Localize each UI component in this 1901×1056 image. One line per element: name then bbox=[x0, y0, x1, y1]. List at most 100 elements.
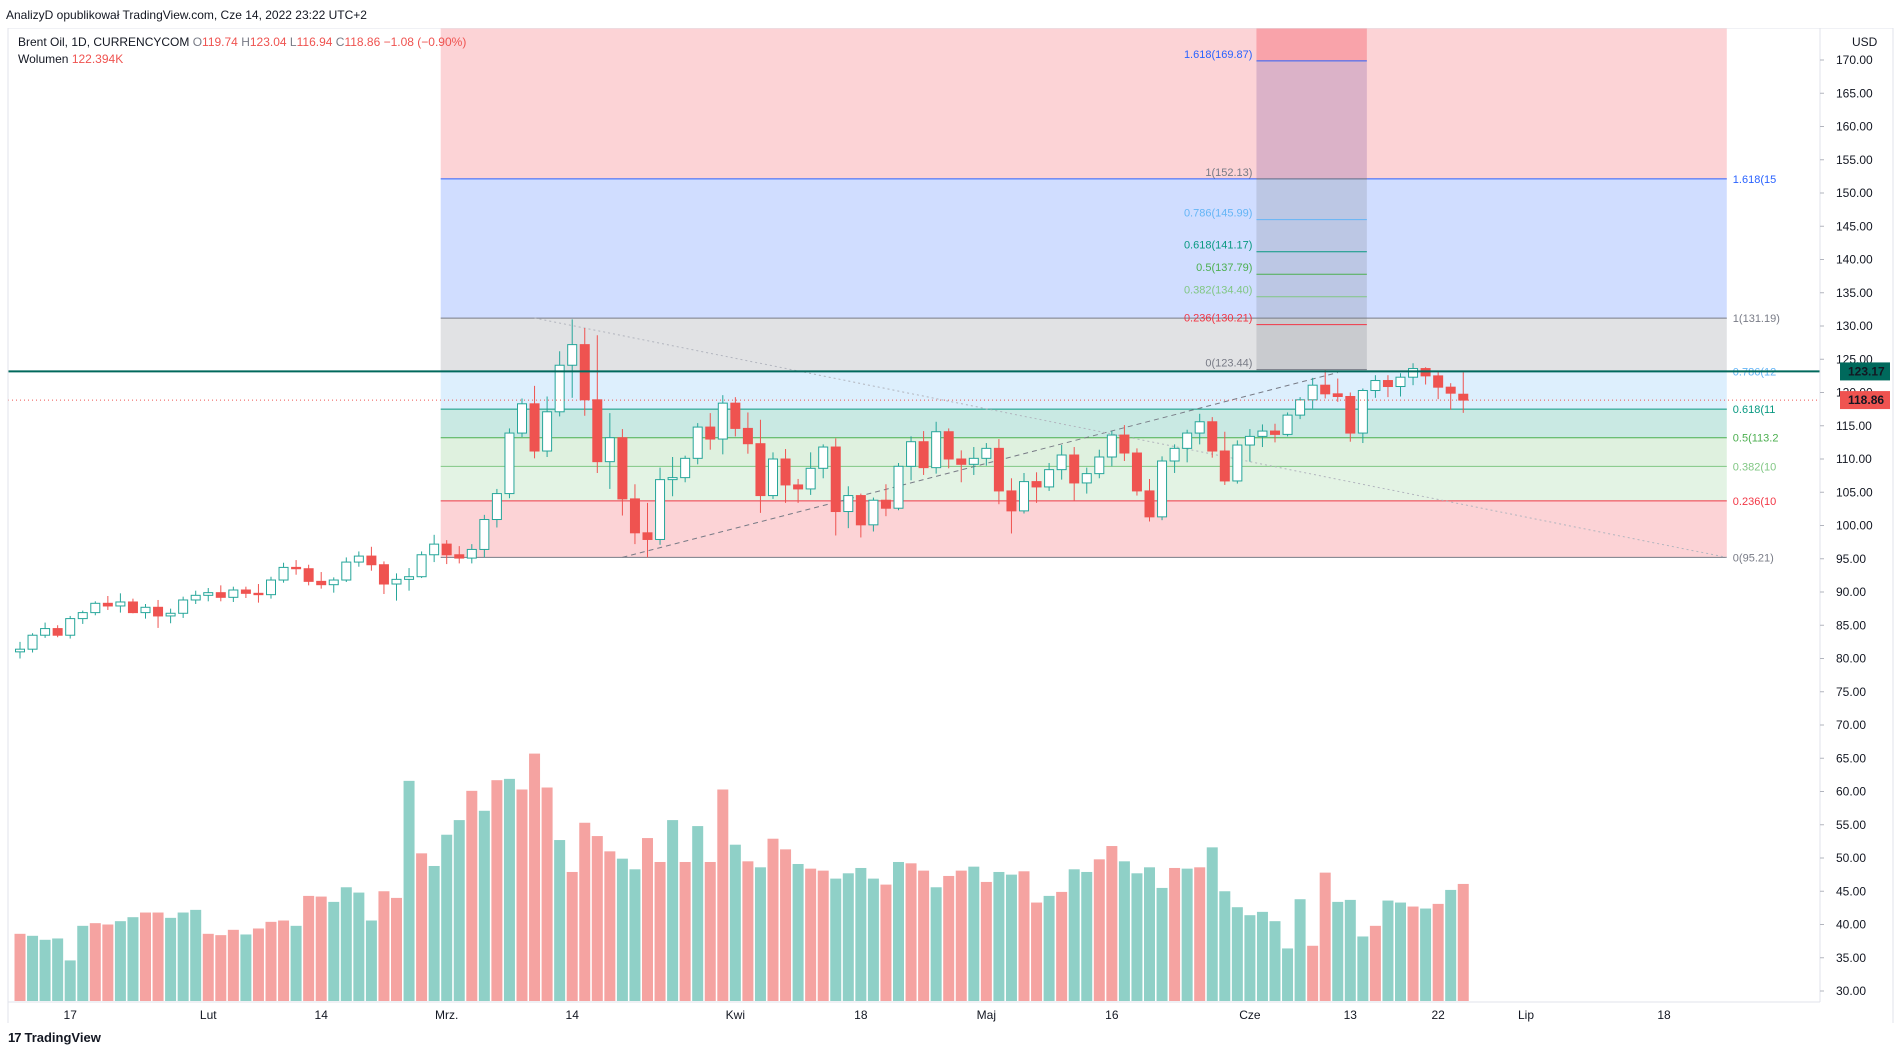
candle bbox=[1006, 478, 1017, 534]
candle-body bbox=[768, 458, 778, 497]
candle bbox=[1194, 413, 1205, 445]
candle bbox=[1157, 456, 1168, 521]
time-tick-label: 14 bbox=[315, 1008, 329, 1022]
volume-bar bbox=[478, 810, 490, 1001]
fib-ext-level-label: 0.236(130.21) bbox=[1184, 313, 1253, 325]
time-tick-label: 16 bbox=[1105, 1008, 1119, 1022]
candle bbox=[629, 484, 640, 545]
time-tick-label: 18 bbox=[854, 1008, 868, 1022]
candle-body bbox=[353, 555, 364, 563]
volume-bar bbox=[1144, 867, 1155, 1001]
candle-body bbox=[692, 426, 703, 459]
symbol-label[interactable]: Brent Oil, 1D, CURRENCYCOM bbox=[18, 35, 190, 49]
volume-bar bbox=[1219, 891, 1231, 1001]
candle-body bbox=[529, 403, 540, 452]
chart-legend: Brent Oil, 1D, CURRENCYCOM O119.74 H123.… bbox=[18, 34, 466, 68]
candle bbox=[956, 450, 967, 483]
candle-body bbox=[943, 431, 954, 460]
candle-body bbox=[102, 602, 113, 607]
candle-body bbox=[291, 566, 302, 570]
volume-bar bbox=[679, 861, 691, 1001]
candle bbox=[1019, 472, 1029, 514]
volume-bar bbox=[127, 917, 139, 1001]
candle-body bbox=[931, 431, 942, 469]
fib-retracement-left: 1.618(151(131.19)0.786(120.618(110.5(113… bbox=[440, 28, 1780, 564]
candle bbox=[291, 560, 302, 575]
price-chart[interactable]: 1.618(151(131.19)0.786(120.618(110.5(113… bbox=[0, 28, 1901, 1023]
candle bbox=[1257, 424, 1268, 448]
candle bbox=[65, 615, 76, 639]
tradingview-brand[interactable]: 17 TradingView bbox=[8, 1030, 101, 1045]
volume-bar bbox=[968, 866, 980, 1001]
volume-bar bbox=[1156, 887, 1168, 1001]
time-tick-label: Maj bbox=[977, 1008, 996, 1022]
candle-body bbox=[203, 592, 214, 596]
volume-bar bbox=[491, 780, 503, 1001]
volume-bar bbox=[780, 849, 792, 1001]
candle bbox=[1332, 378, 1343, 402]
candle-body bbox=[165, 612, 176, 617]
candle bbox=[1433, 371, 1444, 400]
volume-bar bbox=[64, 960, 76, 1001]
candle-body bbox=[1332, 393, 1343, 397]
volume-bar bbox=[1194, 867, 1206, 1001]
price-axis: USD 170.00 165.00 160.00 155.00 150.00 145.00 1… bbox=[1819, 28, 1901, 1023]
candle-body bbox=[1194, 421, 1205, 434]
volume-bar bbox=[177, 912, 189, 1001]
candle-body bbox=[1433, 375, 1444, 388]
candle bbox=[567, 319, 578, 398]
volume-bar bbox=[742, 861, 754, 1001]
volume-bar bbox=[378, 891, 390, 1001]
candle bbox=[1445, 383, 1456, 410]
fib-extension-right: 1.618(169.87) 1(152.13) 0.786(145.99) 0.618… bbox=[1184, 28, 1367, 371]
volume-bar bbox=[441, 834, 453, 1001]
volume-label[interactable]: Wolumen bbox=[18, 52, 69, 66]
candle bbox=[1458, 372, 1469, 413]
price-tick-label: 100.00 bbox=[1836, 519, 1873, 533]
price-tick-label: 95.00 bbox=[1836, 552, 1866, 566]
candle bbox=[1169, 444, 1180, 473]
candle-body bbox=[77, 612, 88, 620]
volume-bar bbox=[265, 921, 277, 1001]
volume-bar bbox=[278, 920, 290, 1001]
volume-bar bbox=[980, 881, 992, 1001]
candle-body bbox=[868, 499, 879, 526]
volume-bar bbox=[1357, 936, 1369, 1001]
candle-body bbox=[830, 446, 841, 513]
volume-bar bbox=[1407, 906, 1419, 1001]
candle bbox=[366, 546, 377, 571]
candle-body bbox=[316, 580, 327, 586]
candle bbox=[479, 514, 490, 558]
candle bbox=[906, 436, 917, 481]
price-tick-label: 155.00 bbox=[1836, 153, 1873, 167]
candle bbox=[517, 398, 527, 438]
volume-bar bbox=[1206, 847, 1218, 1001]
fib-level-label: 0(95.21) bbox=[1733, 552, 1774, 564]
candle-body bbox=[667, 477, 678, 481]
volume-bar bbox=[1432, 903, 1444, 1001]
plot-area: 1.618(151(131.19)0.786(120.618(110.5(113… bbox=[8, 28, 1820, 1002]
candle bbox=[592, 335, 603, 473]
candle bbox=[1320, 369, 1331, 399]
price-tick-label: 55.00 bbox=[1836, 818, 1866, 832]
candle bbox=[1131, 448, 1142, 496]
candle bbox=[228, 586, 239, 602]
candle-body bbox=[1219, 450, 1230, 482]
candle-body bbox=[341, 561, 352, 581]
candle-body bbox=[843, 495, 854, 513]
volume-bar bbox=[503, 778, 515, 1001]
high-value: 123.04 bbox=[249, 35, 287, 49]
candle bbox=[278, 562, 289, 583]
candle-body bbox=[491, 493, 502, 521]
candle-body bbox=[956, 458, 967, 465]
volume-bar bbox=[717, 789, 729, 1001]
fib-zone bbox=[440, 318, 1727, 372]
candle bbox=[793, 478, 804, 503]
volume-bar bbox=[1081, 871, 1093, 1001]
time-tick-label: 13 bbox=[1344, 1008, 1358, 1022]
volume-bar bbox=[77, 925, 89, 1001]
candle bbox=[178, 596, 189, 618]
candle bbox=[931, 421, 942, 474]
candle bbox=[115, 593, 126, 613]
fib-ext-level-label: 1.618(169.87) bbox=[1184, 49, 1253, 61]
